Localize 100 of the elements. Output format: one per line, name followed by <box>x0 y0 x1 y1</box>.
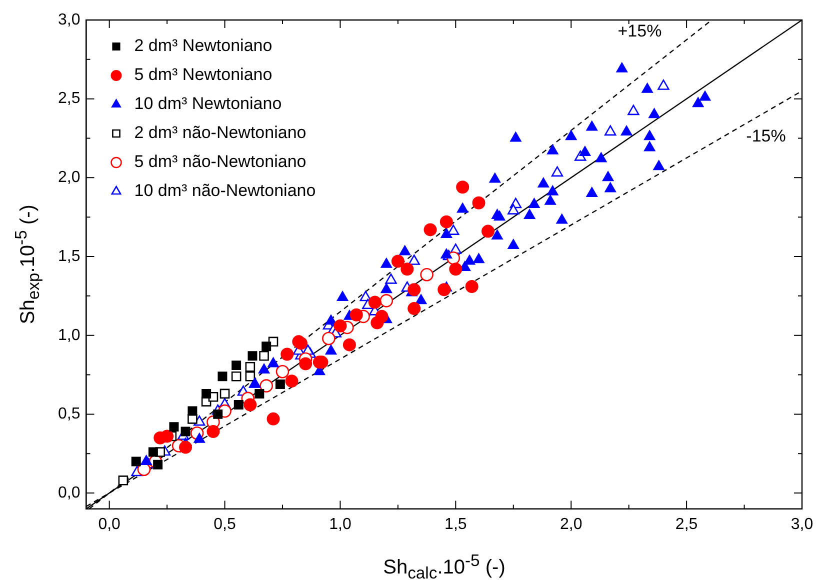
point <box>380 258 392 268</box>
point <box>380 283 392 294</box>
point <box>408 283 421 296</box>
point <box>538 177 550 188</box>
point <box>194 432 206 443</box>
point <box>248 351 258 361</box>
point <box>266 412 280 426</box>
point <box>472 196 486 210</box>
point <box>399 245 411 256</box>
point <box>456 180 470 194</box>
point <box>604 182 616 192</box>
annotation: +15% <box>618 22 662 41</box>
point <box>131 456 141 466</box>
point <box>508 204 520 214</box>
x-tick-label: 2,5 <box>675 516 698 533</box>
point <box>213 409 223 419</box>
legend-label: 2 dm³ não-Newtoniano <box>134 123 306 142</box>
point <box>492 230 503 240</box>
point <box>424 223 437 236</box>
point <box>465 280 478 293</box>
point <box>556 214 568 224</box>
point <box>528 198 540 208</box>
point <box>440 215 453 228</box>
point <box>262 342 272 352</box>
y-tick-label: 2,0 <box>58 169 80 186</box>
point <box>206 425 220 438</box>
point <box>653 160 665 170</box>
point <box>508 238 520 249</box>
y-tick-label: 3,0 <box>58 11 80 28</box>
point <box>628 104 640 116</box>
point <box>231 371 242 382</box>
point <box>546 185 558 196</box>
point <box>268 357 279 368</box>
point <box>440 248 452 258</box>
point <box>544 194 556 205</box>
point <box>494 210 506 221</box>
y-tick-label: 2,5 <box>58 90 80 108</box>
point <box>408 254 420 265</box>
point <box>148 447 158 457</box>
point <box>220 388 230 399</box>
point <box>602 171 614 182</box>
point <box>642 82 653 93</box>
point <box>325 314 337 325</box>
point <box>368 296 382 309</box>
point <box>380 294 394 308</box>
point <box>546 144 558 154</box>
x-axis-title: Sh$_{calc}$.10$^{-5}$ (-) <box>383 551 506 584</box>
point <box>448 224 460 235</box>
point <box>336 291 348 302</box>
legend-label: 2 dm³ Newtoniano <box>134 36 272 56</box>
annotation: -15% <box>746 126 786 146</box>
y-tick-label: 1,0 <box>58 326 80 344</box>
x-tick-label: 1,5 <box>444 516 467 533</box>
point <box>179 440 192 454</box>
legend-label: 10 dm³ Newtoniano <box>134 94 282 114</box>
point <box>586 120 598 131</box>
point <box>385 274 397 284</box>
legend-label: 10 dm³ não-Newtoniano <box>134 181 316 200</box>
point <box>188 406 198 416</box>
point <box>260 379 273 392</box>
x-tick-label: 1,0 <box>329 516 352 533</box>
point <box>644 130 656 140</box>
point <box>299 357 312 370</box>
y-tick-label: 1,5 <box>58 248 80 265</box>
point <box>692 97 704 108</box>
point <box>648 108 660 118</box>
point <box>440 228 452 238</box>
point <box>275 379 285 389</box>
point <box>234 400 244 410</box>
point <box>604 125 616 136</box>
point <box>565 130 577 140</box>
point <box>481 224 494 238</box>
point <box>258 364 270 374</box>
point <box>595 152 607 162</box>
x-tick-label: 0,5 <box>214 516 236 533</box>
point <box>620 125 632 136</box>
point <box>180 426 190 436</box>
point <box>322 332 336 346</box>
legend-label: 5 dm³ Newtoniano <box>134 65 272 84</box>
point <box>489 172 501 183</box>
point <box>350 308 363 322</box>
x-tick-label: 0,0 <box>98 516 121 533</box>
point <box>616 62 628 72</box>
point <box>438 283 451 296</box>
point <box>342 338 356 352</box>
point <box>415 294 427 304</box>
point <box>232 360 242 370</box>
point <box>259 350 269 361</box>
point <box>280 348 294 361</box>
x-tick-label: 3,0 <box>790 516 814 533</box>
point <box>160 430 174 443</box>
point <box>408 302 421 316</box>
point <box>245 371 256 382</box>
point <box>245 362 256 372</box>
point <box>699 90 711 101</box>
point <box>276 364 290 378</box>
point <box>524 209 536 220</box>
point <box>334 319 347 332</box>
point <box>586 186 598 197</box>
point <box>420 268 434 282</box>
